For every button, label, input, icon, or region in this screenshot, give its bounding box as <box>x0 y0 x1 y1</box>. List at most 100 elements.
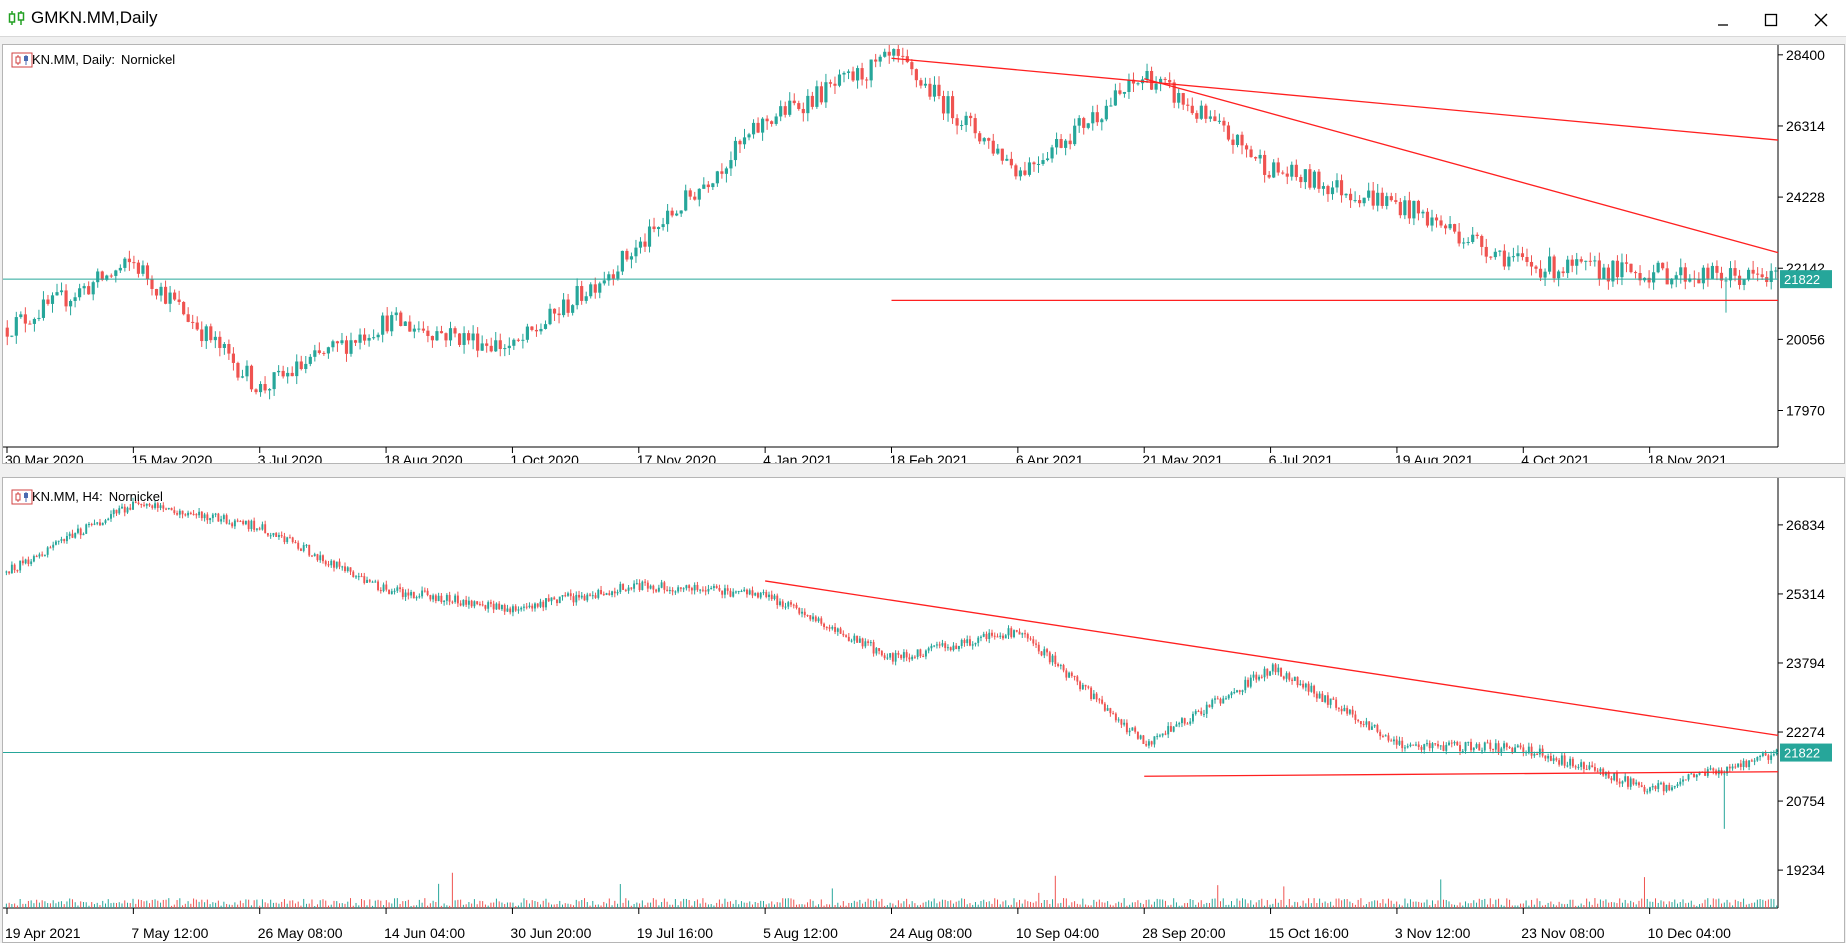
candle-body <box>362 334 367 341</box>
candle-body <box>1602 267 1606 279</box>
candle-body <box>867 641 870 643</box>
candle-body <box>24 559 27 564</box>
candle-body <box>622 584 625 590</box>
candle-body <box>1041 160 1045 164</box>
candle-body <box>326 347 330 354</box>
candle-body <box>277 535 280 537</box>
candle-body <box>126 507 129 513</box>
candle-body <box>233 520 236 527</box>
candle-body <box>1389 196 1393 201</box>
candle-body <box>534 329 539 332</box>
candle-body <box>1425 211 1430 226</box>
candle-body <box>225 515 228 524</box>
candle-body <box>1549 755 1552 761</box>
candle-body <box>371 581 374 583</box>
candle-body <box>308 544 311 556</box>
candle-body <box>851 71 855 81</box>
candle-body <box>1753 760 1756 762</box>
candle-body <box>127 258 131 263</box>
candle-body <box>1371 190 1375 206</box>
candle-body <box>54 541 57 545</box>
candle-body <box>91 282 95 295</box>
candle-body <box>459 603 462 606</box>
candle-body <box>1775 749 1778 755</box>
candle-body <box>1434 743 1437 745</box>
candle-body <box>1318 693 1321 699</box>
x-tick-label: 4 Oct 2021 <box>1521 452 1590 464</box>
candle-body <box>567 593 569 596</box>
candle-body <box>1225 698 1227 700</box>
candle-body <box>679 587 682 589</box>
candle-body <box>1507 256 1511 267</box>
x-tick-label: 23 Nov 08:00 <box>1521 925 1604 941</box>
candle-body <box>652 226 656 230</box>
candle-body <box>1167 726 1170 735</box>
candle-body <box>99 522 101 526</box>
candle-body <box>1520 253 1525 257</box>
candle-body <box>299 361 303 370</box>
minimize-button[interactable] <box>1708 8 1738 32</box>
candle-body <box>1742 760 1745 767</box>
candle-body <box>1437 744 1439 747</box>
close-button[interactable] <box>1806 8 1836 32</box>
candle-body <box>1461 750 1464 752</box>
candle-body <box>833 83 837 86</box>
candle-body <box>1186 723 1189 725</box>
candle-body <box>1398 201 1402 216</box>
candle-body <box>1329 698 1332 705</box>
candle-body <box>304 363 308 370</box>
candle-body <box>295 361 299 377</box>
candle-body <box>32 556 35 562</box>
candle-body <box>924 650 927 657</box>
candle-body <box>1552 758 1555 761</box>
candle-body <box>1492 748 1495 750</box>
candle-body <box>1606 267 1610 282</box>
candle-body <box>261 524 264 530</box>
candle-body <box>1168 79 1172 83</box>
candle-body <box>445 594 448 601</box>
candle-body <box>964 115 968 126</box>
candle-body <box>1091 112 1095 124</box>
candle-body <box>283 536 286 543</box>
daily-chart-panel[interactable]: 28400 26314 24228 22142 20056 17970 30 Mar 202… <box>2 44 1845 464</box>
maximize-button[interactable] <box>1756 8 1786 32</box>
candle-body <box>908 657 911 660</box>
candle-body <box>1522 747 1525 753</box>
candle-body <box>973 118 977 134</box>
candle-body <box>145 503 148 506</box>
h4-candlestick-chart[interactable]: 26834 25314 23794 22274 20754 19234 19 Apr 202… <box>3 478 1845 943</box>
candle-body <box>209 518 212 521</box>
candle-body <box>1247 679 1249 687</box>
candle-body <box>1505 743 1508 748</box>
candle-body <box>1591 765 1594 767</box>
candle-body <box>1145 70 1149 80</box>
candle-body <box>1478 744 1481 751</box>
h4-chart-panel[interactable]: 26834 25314 23794 22274 20754 19234 19 Apr 202… <box>2 477 1845 943</box>
candle-body <box>933 645 936 647</box>
candle-body <box>710 588 713 590</box>
candle-body <box>143 504 145 506</box>
candle-body <box>1643 786 1646 792</box>
candle-body <box>1635 782 1638 785</box>
candle-body <box>1558 760 1561 765</box>
candle-body <box>571 305 575 313</box>
chart-properties-icon[interactable] <box>11 52 33 68</box>
chart-properties-icon[interactable] <box>11 489 33 505</box>
candle-body <box>1192 713 1194 722</box>
candle-body <box>706 184 710 188</box>
candle-body <box>346 567 349 572</box>
candle-body <box>1615 772 1618 782</box>
candle-body <box>878 56 882 62</box>
candle-body <box>1015 630 1018 632</box>
candle-body <box>217 513 220 522</box>
candle-body <box>823 623 826 628</box>
candle-body <box>620 250 624 272</box>
candle-body <box>985 633 988 640</box>
candle-body <box>1131 727 1134 731</box>
candle-body <box>783 106 787 115</box>
candle-body <box>1445 744 1448 751</box>
candle-body <box>900 654 903 659</box>
candle-body <box>1326 695 1329 705</box>
candle-body <box>46 547 49 555</box>
